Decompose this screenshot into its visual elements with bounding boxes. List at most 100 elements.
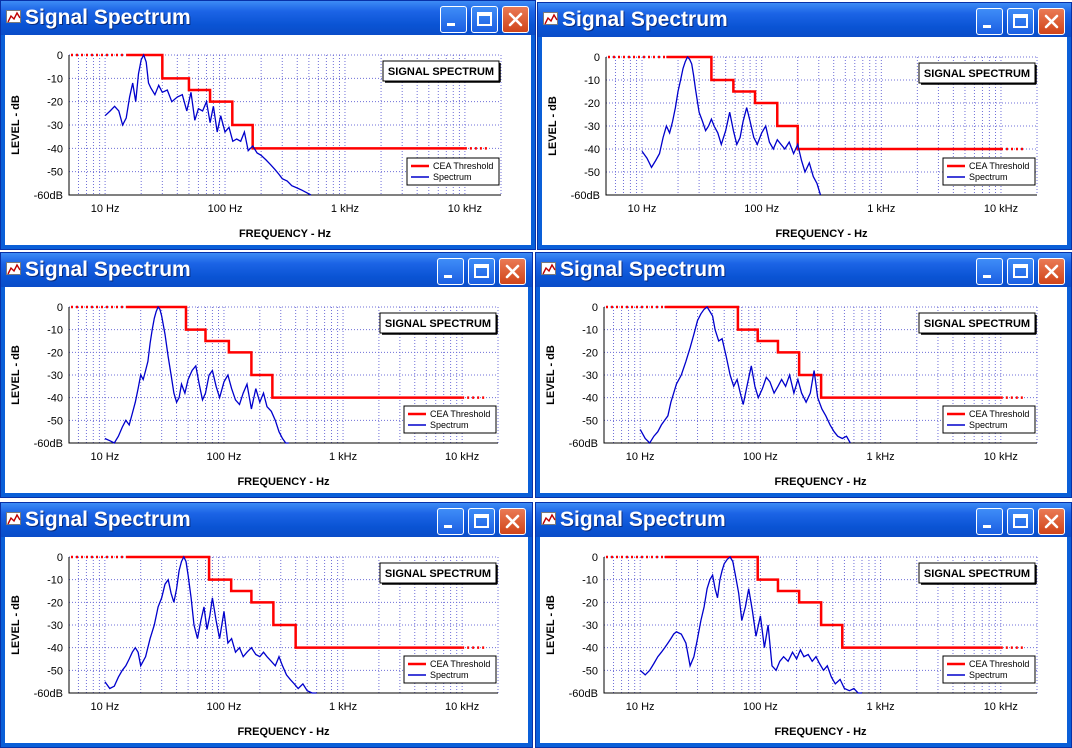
x-tick-label: 100 Hz (743, 701, 778, 713)
title-bar[interactable]: Signal Spectrum (1, 1, 535, 35)
signal-spectrum-window-5[interactable]: Signal Spectrum 0 -10 -20 -30 -40 -50 -60dB 10 H… (0, 502, 533, 748)
minimize-button[interactable] (437, 508, 464, 535)
y-tick-label: 0 (592, 302, 598, 314)
y-tick-label: -10 (47, 73, 63, 85)
minimize-button[interactable] (976, 8, 1003, 35)
chart-title: SIGNAL SPECTRUM (924, 68, 1030, 80)
cea-threshold-line (126, 53, 465, 150)
maximize-icon (1013, 14, 1028, 28)
x-tick-label: 1 kHz (867, 451, 895, 463)
maximize-button[interactable] (1007, 8, 1034, 35)
x-tick-label: 10 kHz (445, 451, 479, 463)
y-tick-label: 0 (592, 552, 598, 564)
close-button[interactable] (502, 6, 529, 33)
minimize-button[interactable] (976, 508, 1003, 535)
y-tick-label: -20 (584, 98, 600, 110)
spectrum-app-icon[interactable] (6, 512, 21, 525)
x-axis-title: FREQUENCY - Hz (237, 476, 330, 488)
chart-title-box (379, 562, 497, 584)
close-button[interactable] (1038, 258, 1065, 285)
axes (68, 307, 498, 444)
signal-spectrum-window-6[interactable]: Signal Spectrum 0 -10 -20 -30 -40 -50 -60dB 10 H… (535, 502, 1072, 748)
y-tick-label: -60dB (34, 688, 63, 700)
y-tick-label: -30 (47, 120, 63, 132)
close-button[interactable] (1038, 8, 1065, 35)
spectrum-app-icon[interactable] (543, 12, 558, 25)
cea-threshold-line (125, 555, 463, 649)
legend-label: Spectrum (430, 420, 469, 430)
x-tick-label: 1 kHz (329, 701, 357, 713)
y-tick-label: -60dB (571, 190, 600, 202)
x-tick-label: 10 kHz (448, 203, 482, 215)
x-tick-label: 100 Hz (207, 451, 242, 463)
chart-title-box (918, 62, 1036, 84)
x-tick-label: 10 Hz (626, 701, 655, 713)
y-tick-label: -40 (47, 643, 63, 655)
title-bar[interactable]: Signal Spectrum (1, 253, 532, 287)
signal-spectrum-window-3[interactable]: Signal Spectrum 0 -10 -20 -30 -40 -50 -60dB 10 H… (0, 252, 533, 498)
legend (403, 405, 497, 434)
y-axis-title: LEVEL - dB (545, 595, 557, 655)
signal-spectrum-window-2[interactable]: Signal Spectrum 0 -10 -20 -30 -40 -50 -60dB 10 H… (537, 2, 1072, 250)
title-bar[interactable]: Signal Spectrum (1, 503, 532, 537)
x-axis-title: FREQUENCY - Hz (237, 726, 330, 738)
chart-title: SIGNAL SPECTRUM (385, 318, 491, 330)
legend-label: CEA Threshold (433, 161, 493, 171)
close-button[interactable] (1038, 508, 1065, 535)
title-bar[interactable]: Signal Spectrum (536, 503, 1071, 537)
maximize-button[interactable] (468, 258, 495, 285)
y-tick-label: -40 (582, 643, 598, 655)
signal-spectrum-chart: 0 -10 -20 -30 -40 -50 -60dB 10 Hz 100 Hz 1 kHz 10 … (10, 50, 502, 240)
y-tick-label: 0 (57, 50, 63, 62)
y-tick-label: -40 (582, 393, 598, 405)
legend (942, 157, 1036, 186)
spectrum-app-icon[interactable] (6, 10, 21, 23)
x-tick-label: 1 kHz (329, 451, 357, 463)
maximize-button[interactable] (1007, 508, 1034, 535)
close-button[interactable] (499, 258, 526, 285)
chart-title: SIGNAL SPECTRUM (385, 568, 491, 580)
close-icon (1044, 514, 1059, 529)
minimize-button[interactable] (440, 6, 467, 33)
signal-spectrum-window-1[interactable]: Signal Spectrum 0 -10 -20 -30 -40 -50 -60dB 10 H… (0, 0, 536, 250)
minimize-icon (447, 23, 455, 26)
minimize-icon (983, 275, 991, 278)
y-tick-label: -50 (47, 167, 63, 179)
x-tick-label: 100 Hz (743, 451, 778, 463)
spectrum-app-icon[interactable] (541, 262, 556, 275)
y-axis-title: LEVEL - dB (10, 345, 22, 405)
legend-label: CEA Threshold (969, 409, 1029, 419)
close-button[interactable] (499, 508, 526, 535)
minimize-button[interactable] (437, 258, 464, 285)
chart-area: 0 -10 -20 -30 -40 -50 -60dB 10 Hz 100 Hz 1 kHz 10 … (542, 37, 1067, 245)
close-icon (1044, 14, 1059, 29)
y-tick-label: -50 (584, 167, 600, 179)
maximize-button[interactable] (468, 508, 495, 535)
maximize-icon (1013, 264, 1028, 278)
x-tick-label: 1 kHz (867, 203, 895, 215)
legend-label: CEA Threshold (430, 409, 490, 419)
title-bar[interactable]: Signal Spectrum (538, 3, 1071, 37)
minimize-icon (444, 275, 452, 278)
legend-label: CEA Threshold (430, 659, 490, 669)
signal-spectrum-window-4[interactable]: Signal Spectrum 0 -10 -20 -30 -40 -50 -60dB 10 H… (535, 252, 1072, 498)
spectrum-app-icon[interactable] (6, 262, 21, 275)
y-tick-label: 0 (57, 552, 63, 564)
x-axis-title: FREQUENCY - Hz (774, 476, 867, 488)
minimize-button[interactable] (976, 258, 1003, 285)
x-axis-title: FREQUENCY - Hz (775, 228, 868, 240)
spectrum-line (641, 55, 822, 196)
legend (403, 655, 497, 684)
legend (406, 157, 500, 186)
close-icon (505, 264, 520, 279)
x-tick-label: 10 Hz (90, 701, 119, 713)
maximize-button[interactable] (1007, 258, 1034, 285)
legend-label: Spectrum (969, 172, 1008, 182)
chart-area: 0 -10 -20 -30 -40 -50 -60dB 10 Hz 100 Hz 1 kHz 10 … (5, 287, 528, 493)
y-tick-label: -60dB (34, 438, 63, 450)
spectrum-app-icon[interactable] (541, 512, 556, 525)
title-bar[interactable]: Signal Spectrum (536, 253, 1071, 287)
maximize-button[interactable] (471, 6, 498, 33)
y-tick-label: -50 (47, 415, 63, 427)
axes (68, 55, 501, 196)
